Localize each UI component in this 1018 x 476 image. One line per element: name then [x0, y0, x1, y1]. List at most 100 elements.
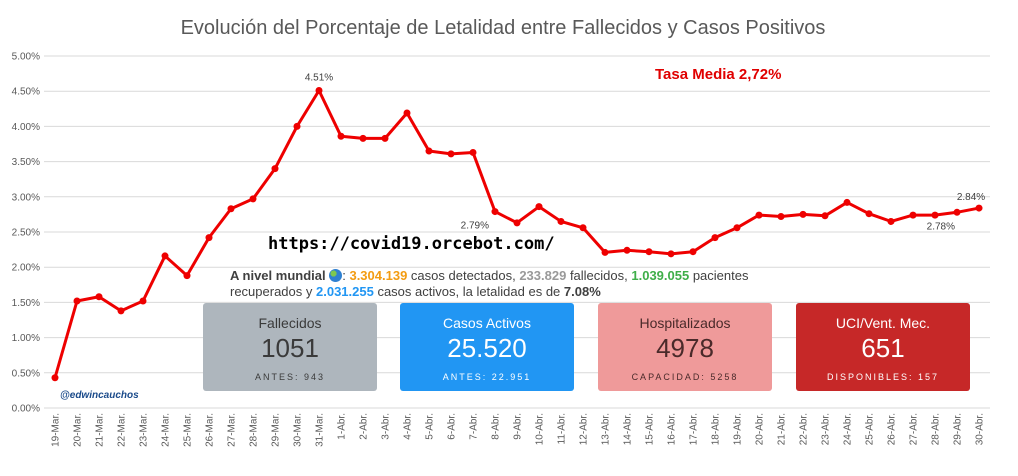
x-tick-label: 26-Mar. — [205, 413, 216, 447]
y-axis: 0.00% 0.50% 1.00% 1.50% 2.00% 2.50% 3.00% 3.50%… — [12, 52, 40, 415]
x-tick-label: 20-Mar. — [73, 413, 84, 447]
data-point — [667, 250, 675, 258]
average-rate-label: Tasa Media 2,72% — [655, 66, 782, 83]
x-tick-label: 11-Abr. — [557, 413, 568, 445]
data-point — [249, 195, 257, 203]
world-text-active: casos activos, la letalidad es de — [373, 284, 564, 299]
card-value: 4978 — [656, 333, 714, 363]
data-point — [623, 246, 631, 254]
x-tick-label: 7-Abr. — [469, 413, 480, 440]
data-point — [733, 224, 741, 232]
x-tick-label: 20-Abr. — [755, 413, 766, 445]
x-tick-label: 21-Abr. — [777, 413, 788, 445]
x-tick-label: 28-Mar. — [249, 413, 260, 447]
x-tick-label: 27-Abr. — [909, 413, 920, 445]
data-point — [51, 374, 59, 382]
y-tick-label: 3.00% — [12, 192, 40, 203]
x-tick-label: 8-Abr. — [491, 413, 502, 440]
data-labels: 4.51% 2.79% 2.78% 2.84% — [305, 72, 985, 232]
data-point — [513, 219, 521, 227]
data-point — [161, 252, 169, 260]
x-tick-label: 14-Abr. — [623, 413, 634, 445]
x-tick-label: 23-Mar. — [139, 413, 150, 447]
card-fallecidos: Fallecidos 1051 ANTES: 943 — [203, 303, 377, 391]
x-tick-label: 25-Abr. — [865, 413, 876, 445]
data-point — [777, 213, 785, 221]
x-tick-label: 13-Abr. — [601, 413, 612, 445]
data-point — [469, 148, 477, 156]
world-prefix: A nivel mundial — [230, 268, 326, 283]
data-point — [711, 234, 719, 242]
data-label: 4.51% — [305, 72, 333, 83]
y-tick-label: 5.00% — [12, 52, 40, 63]
y-tick-label: 1.00% — [12, 333, 40, 344]
data-point — [953, 208, 961, 216]
data-point — [887, 217, 895, 225]
data-point — [117, 307, 125, 315]
data-point — [381, 134, 389, 142]
data-point — [865, 210, 873, 218]
x-tick-label: 6-Abr. — [447, 413, 458, 440]
x-tick-label: 23-Abr. — [821, 413, 832, 445]
data-point — [425, 147, 433, 155]
card-subtitle: DISPONIBLES: 157 — [826, 372, 940, 382]
x-tick-label: 30-Mar. — [293, 413, 304, 447]
card-title: Hospitalizados — [639, 315, 731, 331]
data-point — [227, 205, 235, 213]
data-point — [909, 211, 917, 219]
card-hospitalizados: Hospitalizados 4978 CAPACIDAD: 5258 — [598, 303, 772, 391]
data-point — [843, 198, 851, 206]
y-tick-label: 4.00% — [12, 122, 40, 133]
x-tick-label: 22-Abr. — [799, 413, 810, 445]
x-tick-label: 5-Abr. — [425, 413, 436, 440]
data-point — [183, 272, 191, 280]
y-tick-label: 3.50% — [12, 157, 40, 168]
card-value: 25.520 — [447, 333, 527, 363]
data-point — [315, 86, 323, 94]
x-tick-label: 31-Mar. — [315, 413, 326, 447]
data-point — [931, 211, 939, 219]
data-point — [359, 134, 367, 142]
world-active: 2.031.255 — [316, 284, 374, 299]
y-tick-label: 1.50% — [12, 298, 40, 309]
data-point — [579, 224, 587, 232]
x-tick-label: 28-Abr. — [931, 413, 942, 445]
x-tick-label: 24-Abr. — [843, 413, 854, 445]
data-point — [975, 204, 983, 212]
data-point — [755, 211, 763, 219]
y-tick-label: 0.00% — [12, 404, 40, 415]
y-tick-label: 2.00% — [12, 263, 40, 274]
x-tick-label: 29-Abr. — [953, 413, 964, 445]
x-tick-label: 17-Abr. — [689, 413, 700, 445]
x-tick-label: 10-Abr. — [535, 413, 546, 445]
data-point — [601, 248, 609, 256]
data-point — [799, 210, 807, 218]
world-deaths: 233.829 — [519, 268, 567, 283]
world-text-detected: casos detectados, — [407, 268, 520, 283]
data-point — [491, 208, 499, 216]
card-subtitle: ANTES: 22.951 — [442, 372, 532, 382]
x-tick-label: 2-Abr. — [359, 413, 370, 440]
x-tick-label: 12-Abr. — [579, 413, 590, 445]
y-tick-label: 2.50% — [12, 228, 40, 239]
globe-icon — [329, 269, 343, 282]
x-tick-label: 4-Abr. — [403, 413, 414, 440]
x-tick-label: 25-Mar. — [183, 413, 194, 447]
card-value: 1051 — [261, 333, 319, 363]
data-label: 2.79% — [461, 221, 489, 232]
world-text-recovered: pacientes recuperados y — [230, 268, 749, 299]
world-lethality: 7.08% — [563, 284, 601, 299]
card-casos-activos: Casos Activos 25.520 ANTES: 22.951 — [400, 303, 574, 391]
source-url[interactable]: https://covid19.orcebot.com/ — [268, 234, 555, 254]
x-tick-label: 21-Mar. — [95, 413, 106, 447]
data-point — [821, 212, 829, 220]
data-point — [271, 165, 279, 173]
world-detected: 3.304.139 — [349, 268, 408, 283]
x-tick-label: 27-Mar. — [227, 413, 238, 447]
y-tick-label: 4.50% — [12, 87, 40, 98]
x-tick-label: 26-Abr. — [887, 413, 898, 445]
x-axis: 19-Mar. 20-Mar. 21-Mar. 22-Mar. 23-Mar. 24-Ma… — [51, 413, 986, 447]
x-tick-label: 16-Abr. — [667, 413, 678, 445]
x-tick-label: 24-Mar. — [161, 413, 172, 447]
